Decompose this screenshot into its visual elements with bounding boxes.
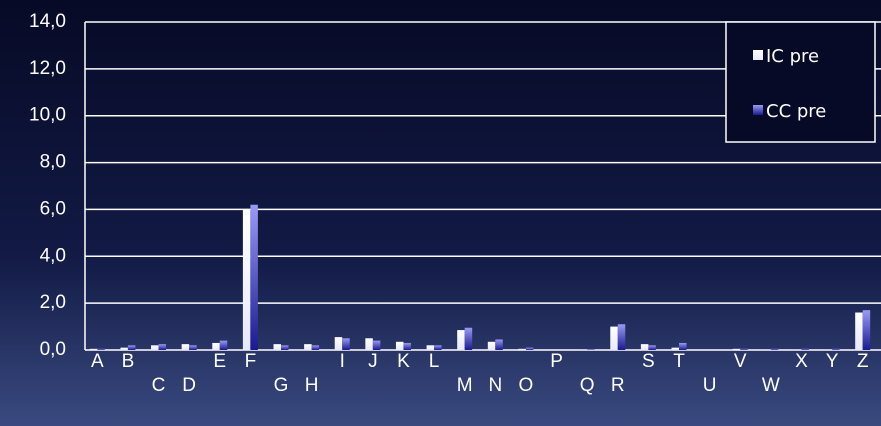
y-tick-label: 14,0	[29, 11, 66, 32]
bar	[855, 312, 863, 350]
y-tick-label: 10,0	[29, 105, 66, 126]
x-tick-label: P	[550, 351, 563, 372]
x-tick-label: N	[488, 375, 502, 396]
bar	[801, 348, 809, 350]
x-tick-label: J	[368, 351, 378, 372]
bar	[281, 345, 289, 350]
bar	[242, 209, 251, 350]
bar	[334, 337, 343, 350]
x-tick-label: G	[274, 375, 289, 396]
bar	[219, 340, 228, 350]
y-tick-label: 8,0	[40, 152, 66, 173]
x-tick-label: S	[642, 351, 655, 372]
x-tick-label: M	[457, 375, 473, 396]
x-tick-label: O	[519, 375, 534, 396]
bar	[311, 345, 320, 350]
bar	[617, 324, 626, 350]
bar	[250, 204, 258, 350]
bar	[342, 338, 350, 350]
bar	[189, 345, 197, 350]
bar	[610, 326, 618, 350]
x-tick-label: V	[734, 351, 747, 372]
bar	[464, 327, 473, 350]
bar	[89, 348, 98, 350]
y-tick-label: 0,0	[40, 339, 66, 360]
bar	[525, 347, 534, 350]
bar	[365, 338, 373, 350]
x-tick-label: W	[762, 375, 780, 396]
x-tick-label: Y	[826, 351, 839, 372]
x-tick-label: T	[673, 351, 685, 372]
legend-box	[725, 21, 876, 143]
x-tick-label: I	[340, 351, 345, 372]
x-tick-label: L	[429, 351, 440, 372]
x-tick-label: Z	[857, 351, 869, 372]
x-tick-label: F	[245, 351, 257, 372]
bar	[679, 342, 687, 350]
x-tick-label: E	[213, 351, 226, 372]
legend-label: CC pre	[766, 101, 826, 122]
bar	[403, 342, 411, 350]
bar	[304, 344, 312, 350]
bar	[395, 341, 404, 350]
y-tick-label: 12,0	[29, 58, 66, 79]
bar	[487, 341, 496, 350]
x-tick-label: R	[611, 375, 625, 396]
x-tick-label: U	[703, 375, 717, 396]
legend-swatch	[753, 105, 763, 115]
x-tick-label: A	[91, 351, 104, 372]
bar	[732, 348, 741, 350]
bar	[770, 348, 779, 350]
bar	[648, 345, 656, 350]
x-tick-label: D	[182, 375, 196, 396]
legend-label: IC pre	[766, 46, 819, 67]
bar	[640, 344, 649, 350]
bar	[120, 347, 128, 350]
bar	[518, 348, 526, 350]
bar	[273, 344, 281, 350]
bar	[457, 330, 465, 350]
x-tick-label: C	[152, 375, 166, 396]
bar	[181, 344, 190, 350]
bar	[127, 345, 136, 350]
bar	[671, 347, 679, 350]
y-tick-label: 6,0	[40, 198, 66, 219]
x-tick-label: K	[397, 351, 410, 372]
legend-swatch	[753, 50, 763, 60]
bar	[740, 348, 748, 350]
x-tick-label: Q	[580, 375, 595, 396]
y-tick-label: 2,0	[40, 292, 66, 313]
bar	[97, 348, 105, 350]
bar	[434, 345, 442, 350]
x-tick-label: X	[795, 351, 808, 372]
y-tick-label: 4,0	[40, 245, 66, 266]
bar	[495, 339, 503, 350]
bar	[212, 342, 220, 350]
x-tick-label: H	[305, 375, 319, 396]
bar	[372, 340, 381, 350]
bar	[426, 345, 435, 350]
bar	[158, 344, 167, 350]
bar	[151, 345, 159, 350]
bar	[862, 310, 871, 350]
x-tick-label: B	[122, 351, 135, 372]
bar	[832, 348, 840, 350]
